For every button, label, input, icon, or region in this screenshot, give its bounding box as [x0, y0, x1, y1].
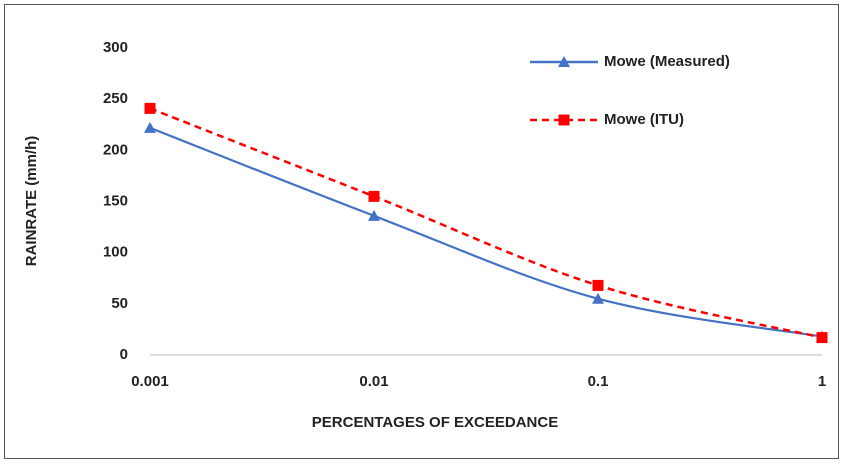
data-point — [144, 102, 156, 114]
y-tick-label: 300 — [103, 39, 128, 56]
y-axis-title: RAINRATE (mm/h) — [23, 136, 40, 267]
x-axis-title: PERCENTAGES OF EXCEEDANCE — [312, 414, 558, 431]
series-line — [149, 107, 823, 339]
legend-marker — [558, 114, 570, 126]
y-tick-label: 100 — [103, 244, 128, 261]
y-tick-label: 0 — [120, 346, 128, 363]
legend-label: Mowe (Measured) — [604, 53, 730, 70]
legend-label: Mowe (ITU) — [604, 111, 684, 128]
data-point — [368, 190, 380, 202]
y-tick-label: 50 — [111, 295, 128, 312]
data-point — [816, 332, 828, 344]
data-point — [144, 121, 156, 133]
legend-marker — [558, 56, 570, 67]
x-tick-label: 0.1 — [588, 373, 609, 390]
x-tick-label: 0.001 — [131, 373, 169, 390]
y-tick-label: 150 — [103, 192, 128, 209]
y-tick-label: 250 — [103, 90, 128, 107]
x-tick-label: 0.01 — [359, 373, 388, 390]
data-point — [592, 279, 604, 291]
series-line — [149, 126, 823, 338]
y-tick-label: 200 — [103, 141, 128, 158]
data-point — [592, 292, 604, 304]
x-tick-label: 1 — [818, 373, 826, 390]
data-point — [368, 209, 380, 221]
chart-frame — [4, 4, 839, 459]
